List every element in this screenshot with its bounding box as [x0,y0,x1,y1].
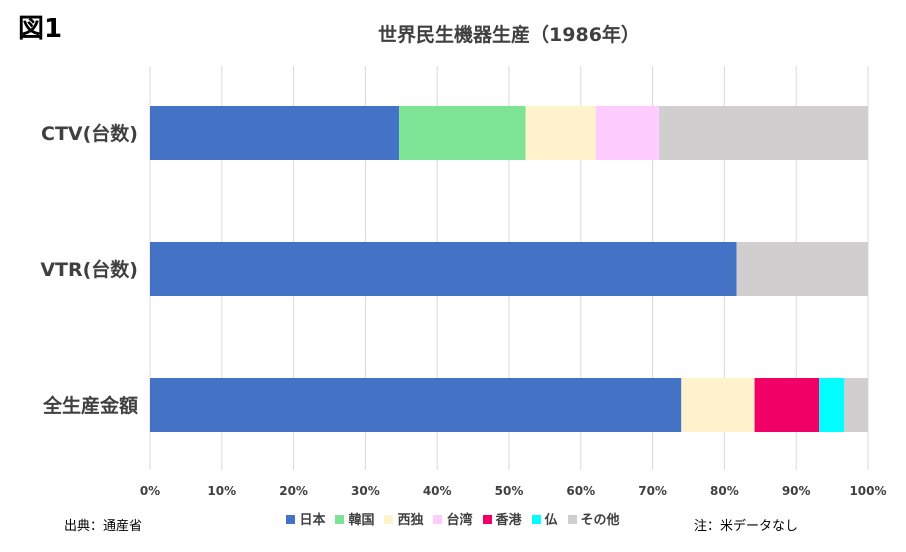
bar-segment [844,378,868,432]
x-tick-label: 60% [566,484,595,498]
bar-segment [595,106,660,160]
x-tick-label: 10% [207,484,236,498]
legend-label: 日本 [299,513,326,528]
legend-item: その他 [567,509,620,528]
category-label: 全生産金額 [42,394,138,417]
source-note: 出典：通産省 [64,519,143,534]
figure-label: 図1 [18,14,63,44]
x-tick-label: 90% [782,484,811,498]
legend-label: 香港 [495,513,522,528]
bar-segment [659,106,868,160]
category-label: CTV(台数) [41,122,138,145]
bar-segment [736,242,868,296]
chart-legend: 日本 韓国 西独 台湾 香港 仏 その他 [0,509,906,528]
bar-segment [150,378,682,432]
x-tick-label: 80% [710,484,739,498]
legend-swatch [286,515,296,524]
footnote: 注：米データなし [694,519,799,534]
bar-segment [754,378,820,432]
chart-title: 世界民生機器生産（1986年） [378,24,640,46]
legend-label: 韓国 [348,513,375,528]
legend-item: 仏 [531,509,558,528]
legend-item: 日本 [286,509,325,528]
x-tick-label: 20% [279,484,308,498]
bar-segment [819,378,845,432]
category-label: VTR(台数) [40,258,138,281]
x-tick-label: 50% [495,484,524,498]
bar-segment [150,106,400,160]
legend-swatch [567,515,577,524]
legend-swatch [482,515,492,524]
bar-segment [525,106,596,160]
legend-swatch [433,515,443,524]
x-tick-label: 100% [849,484,886,498]
legend-label: 台湾 [446,513,473,528]
legend-swatch [531,515,541,524]
legend-swatch [335,515,345,524]
x-tick-label: 30% [351,484,380,498]
bar-segment [150,242,737,296]
legend-item: 台湾 [433,509,473,528]
legend-label: その他 [580,513,620,528]
legend-label: 仏 [544,513,558,528]
legend-item: 香港 [482,509,522,528]
bar-segment [681,378,755,432]
legend-item: 韓国 [335,509,374,528]
x-tick-label: 40% [423,484,452,498]
bar-segment [399,106,526,160]
legend-swatch [384,515,394,524]
legend-item: 西独 [384,509,423,528]
x-tick-label: 0% [140,484,160,498]
legend-label: 西独 [397,513,424,528]
x-tick-label: 70% [638,484,667,498]
